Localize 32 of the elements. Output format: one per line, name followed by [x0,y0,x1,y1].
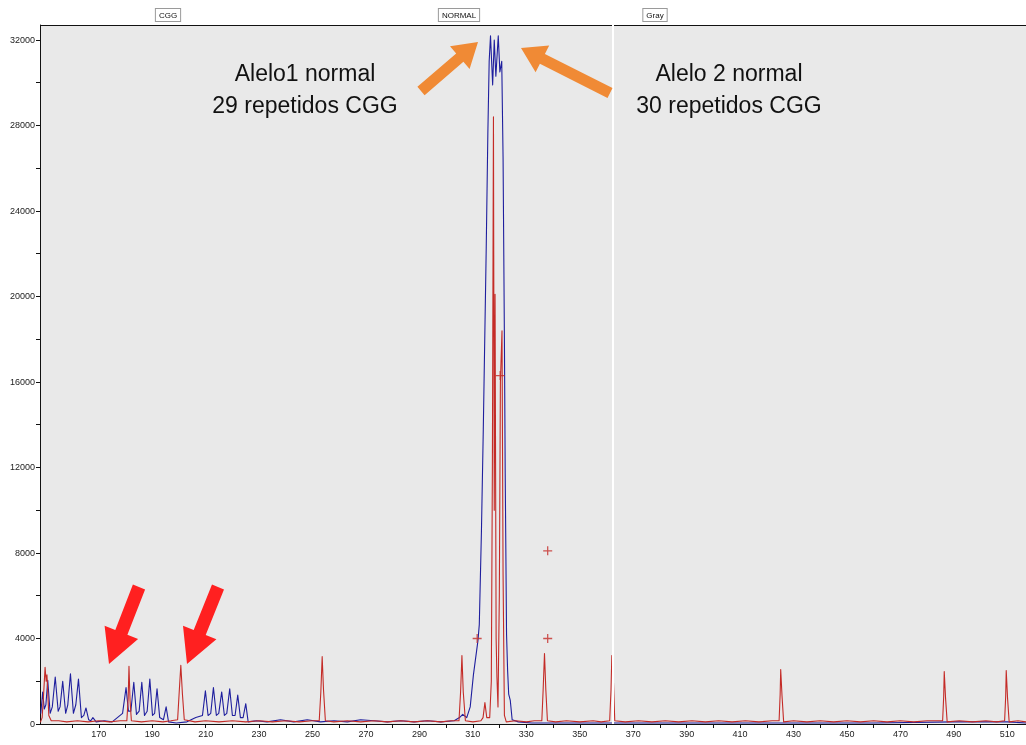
x-tick-label: 330 [518,728,534,739]
x-tick-label: 470 [892,728,908,739]
text: NORMAL [441,10,477,20]
x-tick-label: 510 [999,728,1015,739]
y-tick-label: 32000 [9,34,35,45]
y-tick-label: 8000 [14,547,35,558]
y-tick-label: 16000 [9,376,35,387]
x-tick-label: 290 [411,728,427,739]
y-tick-label: 20000 [9,291,35,302]
annotation: Alelo 2 normal 30 repetidos CGG [636,60,822,118]
x-tick-label: 350 [572,728,588,739]
x-tick-label: 370 [625,728,641,739]
x-tick-label: 270 [358,728,374,739]
y-tick-label: 28000 [9,120,35,131]
x-tick-label: 410 [732,728,748,739]
x-tick-label: 390 [679,728,695,739]
y-tick-label: 0 [29,719,35,729]
y-tick-label: 12000 [9,462,35,473]
x-tick-label: 250 [305,728,321,739]
x-tick-label: 490 [946,728,962,739]
y-tick-label: 4000 [14,633,35,644]
y-tick-label: 24000 [9,205,35,216]
x-tick-label: 170 [91,728,107,739]
x-tick-label: 190 [144,728,160,739]
text: Gray [646,10,664,20]
x-tick-label: 210 [198,728,214,739]
annotation: Alelo1 normal 29 repetidos CGG [212,60,398,118]
x-tick-label: 430 [786,728,802,739]
x-tick-label: 230 [251,728,267,739]
x-tick-label: 310 [465,728,481,739]
text: CGG [158,10,178,20]
x-tick-label: 450 [839,728,855,739]
